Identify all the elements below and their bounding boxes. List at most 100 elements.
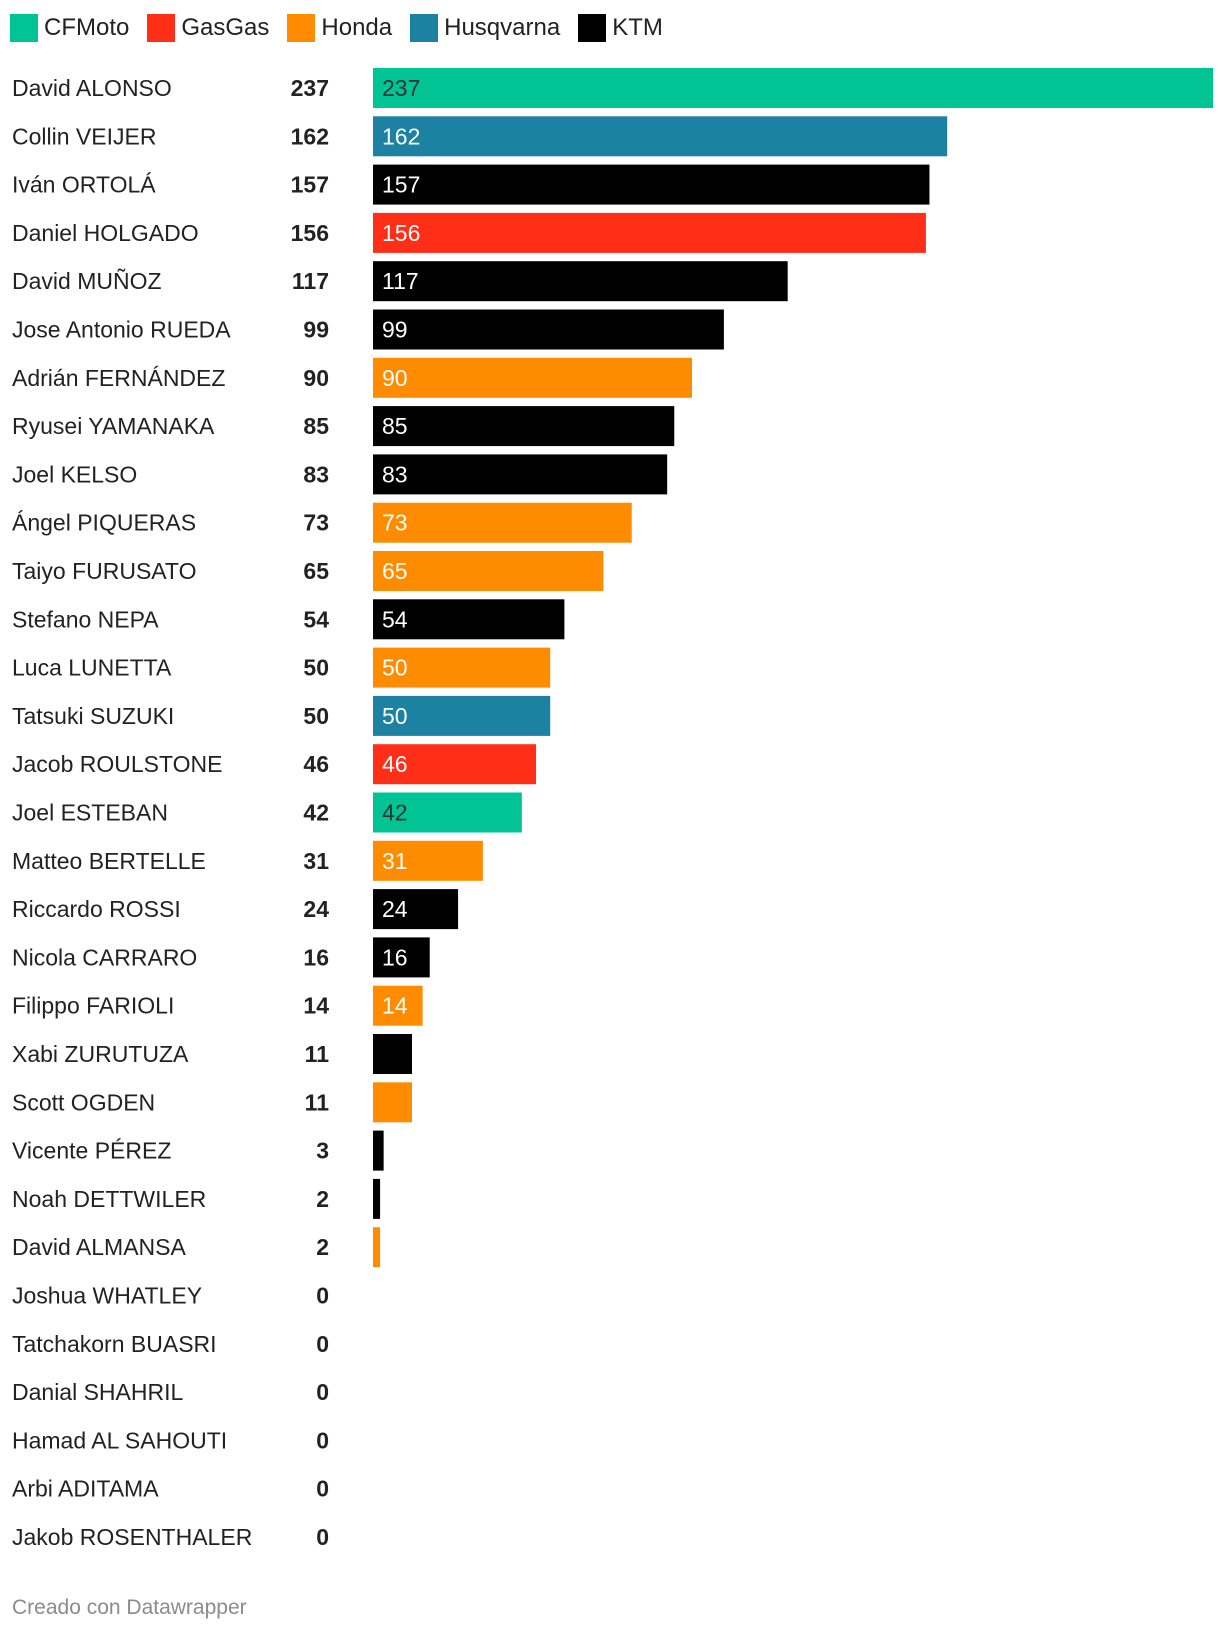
bar — [373, 164, 930, 205]
bar-data-label: 162 — [382, 123, 420, 149]
points-value-label: 16 — [303, 944, 329, 970]
bar-data-label: 50 — [382, 703, 408, 729]
rider-name-label: Vicente PÉREZ — [12, 1138, 171, 1164]
legend-item-honda: Honda — [287, 14, 392, 42]
bar-data-label: 73 — [382, 510, 408, 536]
points-value-label: 0 — [316, 1476, 329, 1502]
bar-row: Joshua WHATLEY 0 — [12, 1283, 329, 1309]
bar-data-label: 99 — [382, 317, 408, 343]
rider-name-label: Joshua WHATLEY — [12, 1283, 202, 1309]
bar — [373, 1178, 381, 1219]
legend: CFMoto GasGas Honda Husqvarna KTM — [10, 12, 663, 44]
bar-row: Filippo FARIOLI 14 14 — [12, 985, 423, 1026]
bar — [373, 502, 632, 543]
bar — [373, 840, 483, 881]
bar-data-label: 50 — [382, 655, 408, 681]
bar — [373, 261, 788, 302]
rider-name-label: Taiyo FURUSATO — [12, 558, 196, 584]
points-value-label: 117 — [292, 268, 329, 294]
rider-name-label: Noah DETTWILER — [12, 1186, 206, 1212]
legend-label-honda: Honda — [321, 14, 393, 41]
bar-row: Iván ORTOLÁ 157 157 — [12, 164, 930, 205]
rider-name-label: David MUÑOZ — [12, 268, 162, 294]
bar — [373, 309, 724, 350]
points-value-label: 0 — [316, 1524, 329, 1550]
bar — [373, 647, 551, 688]
bar-row: Xabi ZURUTUZA 11 — [12, 1034, 412, 1074]
points-value-label: 11 — [305, 1089, 330, 1115]
points-value-label: 24 — [303, 896, 329, 922]
points-value-label: 31 — [303, 848, 329, 874]
bar-row: David ALMANSA 2 — [12, 1227, 381, 1268]
legend-label-cfmoto: CFMoto — [44, 14, 130, 41]
rider-name-label: Xabi ZURUTUZA — [12, 1041, 189, 1067]
bar-data-label: 117 — [382, 268, 419, 294]
bar-row: Jose Antonio RUEDA 99 99 — [12, 309, 724, 350]
rider-name-label: Iván ORTOLÁ — [12, 172, 156, 198]
bar — [373, 454, 668, 495]
bar-row: Tatsuki SUZUKI 50 50 — [12, 695, 551, 736]
rider-name-label: Jose Antonio RUEDA — [12, 317, 231, 343]
legend-item-ktm: KTM — [578, 14, 663, 42]
rider-name-label: Matteo BERTELLE — [12, 848, 206, 874]
points-value-label: 0 — [316, 1379, 329, 1405]
points-value-label: 65 — [303, 558, 329, 584]
rider-name-label: Ángel PIQUERAS — [12, 510, 196, 536]
rider-name-label: Adrián FERNÁNDEZ — [12, 365, 225, 391]
bar — [373, 792, 522, 833]
bar-chart: David ALONSO 237 237 Collin VEIJER 162 162 Ivá… — [12, 68, 1213, 1550]
bar-row: David ALONSO 237 237 — [12, 68, 1213, 108]
bar-row: Joel ESTEBAN 42 42 — [12, 792, 522, 833]
legend-swatch-husqvarna — [410, 14, 439, 42]
points-value-label: 46 — [303, 751, 329, 777]
bar — [373, 68, 1213, 108]
bar-data-label: 46 — [382, 751, 408, 777]
points-value-label: 85 — [303, 413, 329, 439]
bar — [373, 212, 926, 253]
bar-data-label: 14 — [382, 993, 408, 1019]
legend-item-husqvarna: Husqvarna — [410, 14, 560, 42]
points-value-label: 157 — [291, 172, 329, 198]
rider-name-label: Danial SHAHRIL — [12, 1379, 183, 1405]
bar-row: Riccardo ROSSI 24 24 — [12, 889, 459, 930]
points-value-label: 2 — [316, 1234, 329, 1260]
rider-name-label: Filippo FARIOLI — [12, 993, 174, 1019]
bar — [373, 116, 948, 157]
bar-data-label: 83 — [382, 461, 408, 487]
bar-data-label: 156 — [382, 220, 420, 246]
points-value-label: 2 — [316, 1186, 329, 1212]
legend-item-cfmoto: CFMoto — [10, 14, 129, 42]
points-value-label: 3 — [316, 1138, 329, 1164]
bar-data-label: 16 — [382, 944, 408, 970]
legend-swatch-honda — [287, 14, 316, 42]
rider-name-label: Hamad AL SAHOUTI — [12, 1427, 227, 1453]
legend-label-ktm: KTM — [612, 14, 663, 41]
points-value-label: 237 — [291, 75, 329, 101]
legend-swatch-cfmoto — [10, 14, 38, 42]
points-value-label: 73 — [303, 510, 329, 536]
bar-data-label: 31 — [382, 848, 408, 874]
points-value-label: 14 — [303, 993, 329, 1019]
bar — [373, 599, 565, 640]
bar-row: Adrián FERNÁNDEZ 90 90 — [12, 357, 692, 398]
bar-row: Collin VEIJER 162 162 — [12, 116, 948, 157]
rider-name-label: Daniel HOLGADO — [12, 220, 199, 246]
bar-data-label: 237 — [382, 75, 420, 101]
bar-row: Joel KELSO 83 83 — [12, 454, 668, 495]
rider-name-label: David ALONSO — [12, 75, 172, 101]
bar-row: Luca LUNETTA 50 50 — [12, 647, 551, 688]
bar — [373, 985, 423, 1026]
rider-name-label: Tatsuki SUZUKI — [12, 703, 174, 729]
bar-row: Nicola CARRARO 16 16 — [12, 937, 430, 978]
bar-row: Ryusei YAMANAKA 85 85 — [12, 406, 675, 447]
points-value-label: 156 — [291, 220, 329, 246]
bar — [373, 357, 692, 398]
bar-data-label: 54 — [382, 606, 408, 632]
bar-row: Ángel PIQUERAS 73 73 — [12, 502, 632, 543]
bar — [373, 744, 537, 785]
rider-name-label: Joel KELSO — [12, 461, 137, 487]
bar-data-label: 90 — [382, 365, 408, 391]
bar-row: Jakob ROSENTHALER 0 — [12, 1524, 329, 1550]
legend-item-gasgas: GasGas — [147, 14, 269, 42]
points-value-label: 0 — [316, 1331, 329, 1357]
